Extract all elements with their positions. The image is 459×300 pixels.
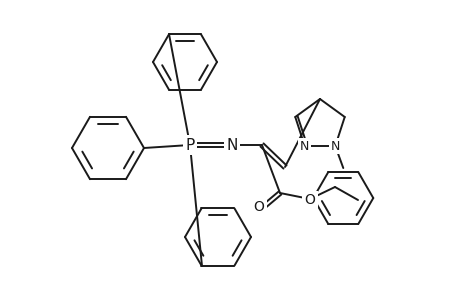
Text: N: N — [330, 140, 339, 152]
Text: P: P — [185, 137, 194, 152]
Text: O: O — [304, 193, 315, 207]
Text: N: N — [299, 140, 309, 152]
Text: N: N — [226, 137, 237, 152]
Text: O: O — [253, 200, 264, 214]
